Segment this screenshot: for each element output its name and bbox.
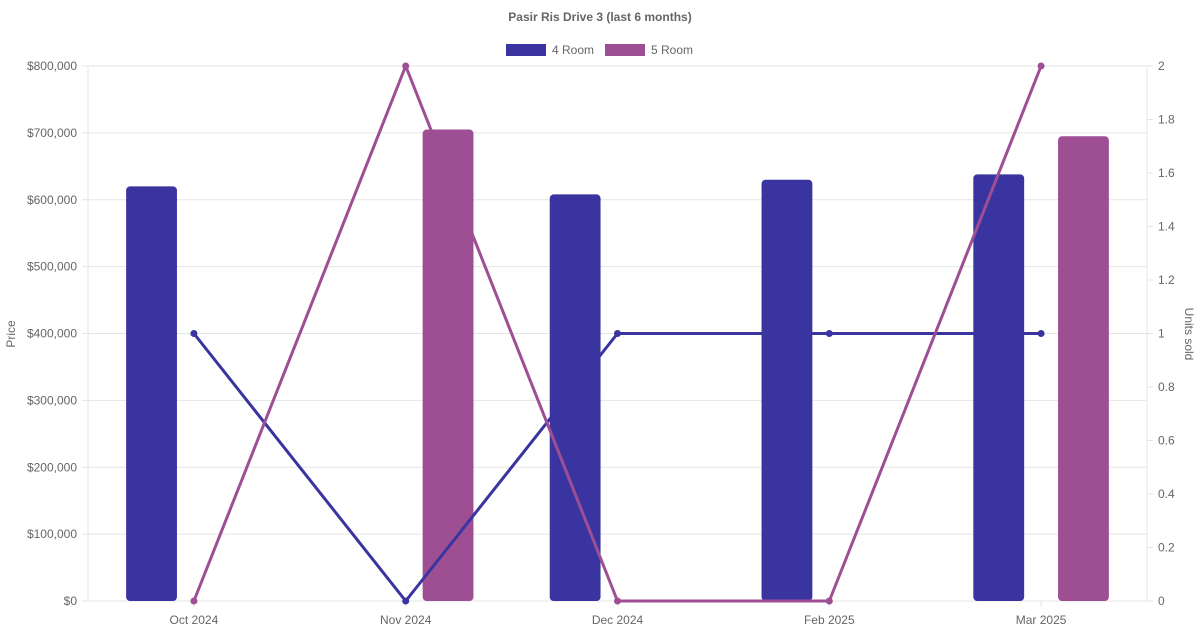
- lines: [190, 62, 1045, 605]
- point-4-room-2[interactable]: [614, 330, 621, 337]
- legend-label-4-room: 4 Room: [552, 43, 594, 57]
- legend-swatch-5-room: [605, 44, 645, 56]
- y-left-tick-label-5: $500,000: [27, 260, 77, 274]
- y-right-tick-label-2: 0.4: [1158, 487, 1175, 501]
- y-axis-left: $0 $100,000 $200,000 $300,000 $400,000 $500,0…: [27, 59, 89, 608]
- point-4-room-3[interactable]: [825, 330, 833, 337]
- y-right-tick-label-0: 0: [1158, 594, 1165, 608]
- y-left-tick-label-4: $400,000: [27, 327, 77, 341]
- y-left-tick-label-6: $600,000: [27, 193, 77, 207]
- y-left-tick-label-3: $300,000: [27, 393, 77, 407]
- bar-4-room-3[interactable]: [761, 179, 813, 601]
- point-5-room-2[interactable]: [614, 597, 621, 605]
- point-5-room-4[interactable]: [1037, 62, 1045, 70]
- point-5-room-1[interactable]: [402, 62, 410, 70]
- legend-label-5-room: 5 Room: [651, 43, 693, 57]
- y-left-tick-label-8: $800,000: [27, 59, 77, 73]
- y-left-tick-label-2: $200,000: [27, 460, 77, 474]
- point-5-room-0[interactable]: [190, 597, 198, 605]
- bar-4-room-0[interactable]: [126, 186, 177, 601]
- y-right-tick-label-4: 0.8: [1158, 380, 1175, 394]
- y-right-tick-label-3: 0.6: [1158, 434, 1175, 448]
- bars: [126, 129, 1109, 601]
- bar-5-room-1[interactable]: [422, 129, 474, 601]
- y-axis-right: 0 0.2 0.4 0.6 0.8 1 1.2 1.4 1.6 1.8 2: [1146, 59, 1175, 608]
- y-right-tick-label-10: 2: [1158, 59, 1165, 73]
- y-right-tick-label-7: 1.4: [1158, 220, 1175, 234]
- bar-4-room-4[interactable]: [973, 174, 1025, 601]
- y-right-tick-label-8: 1.6: [1158, 166, 1175, 180]
- x-axis: Oct 2024 Nov 2024 Dec 2024 Feb 2025 Mar 2025: [170, 601, 1067, 627]
- y-axis-left-title: Price: [4, 320, 18, 348]
- chart-title: Pasir Ris Drive 3 (last 6 months): [508, 10, 691, 24]
- x-tick-label-4: Mar 2025: [1016, 613, 1067, 627]
- legend-item-5-room[interactable]: 5 Room: [605, 43, 693, 57]
- y-axis-right-title: Units sold: [1182, 308, 1196, 361]
- point-4-room-0[interactable]: [190, 330, 198, 337]
- x-tick-label-1: Nov 2024: [380, 613, 432, 627]
- x-tick-label-3: Feb 2025: [804, 613, 855, 627]
- y-right-tick-label-1: 0.2: [1158, 541, 1175, 555]
- y-left-tick-label-7: $700,000: [27, 126, 77, 140]
- y-right-tick-label-9: 1.8: [1158, 113, 1175, 127]
- point-5-room-3[interactable]: [825, 597, 833, 605]
- legend-swatch-4-room: [506, 44, 546, 56]
- point-4-room-1[interactable]: [402, 597, 410, 605]
- x-tick-label-2: Dec 2024: [592, 613, 644, 627]
- legend-item-4-room[interactable]: 4 Room: [506, 43, 594, 57]
- y-right-tick-label-6: 1.2: [1158, 273, 1175, 287]
- point-4-room-4[interactable]: [1037, 330, 1045, 337]
- legend: 4 Room 5 Room: [506, 43, 693, 57]
- bar-5-room-4[interactable]: [1058, 136, 1109, 601]
- y-left-tick-label-0: $0: [64, 594, 78, 608]
- x-tick-label-0: Oct 2024: [170, 613, 219, 627]
- bar-4-room-2[interactable]: [549, 194, 601, 601]
- y-left-tick-label-1: $100,000: [27, 527, 77, 541]
- y-right-tick-label-5: 1: [1158, 327, 1165, 341]
